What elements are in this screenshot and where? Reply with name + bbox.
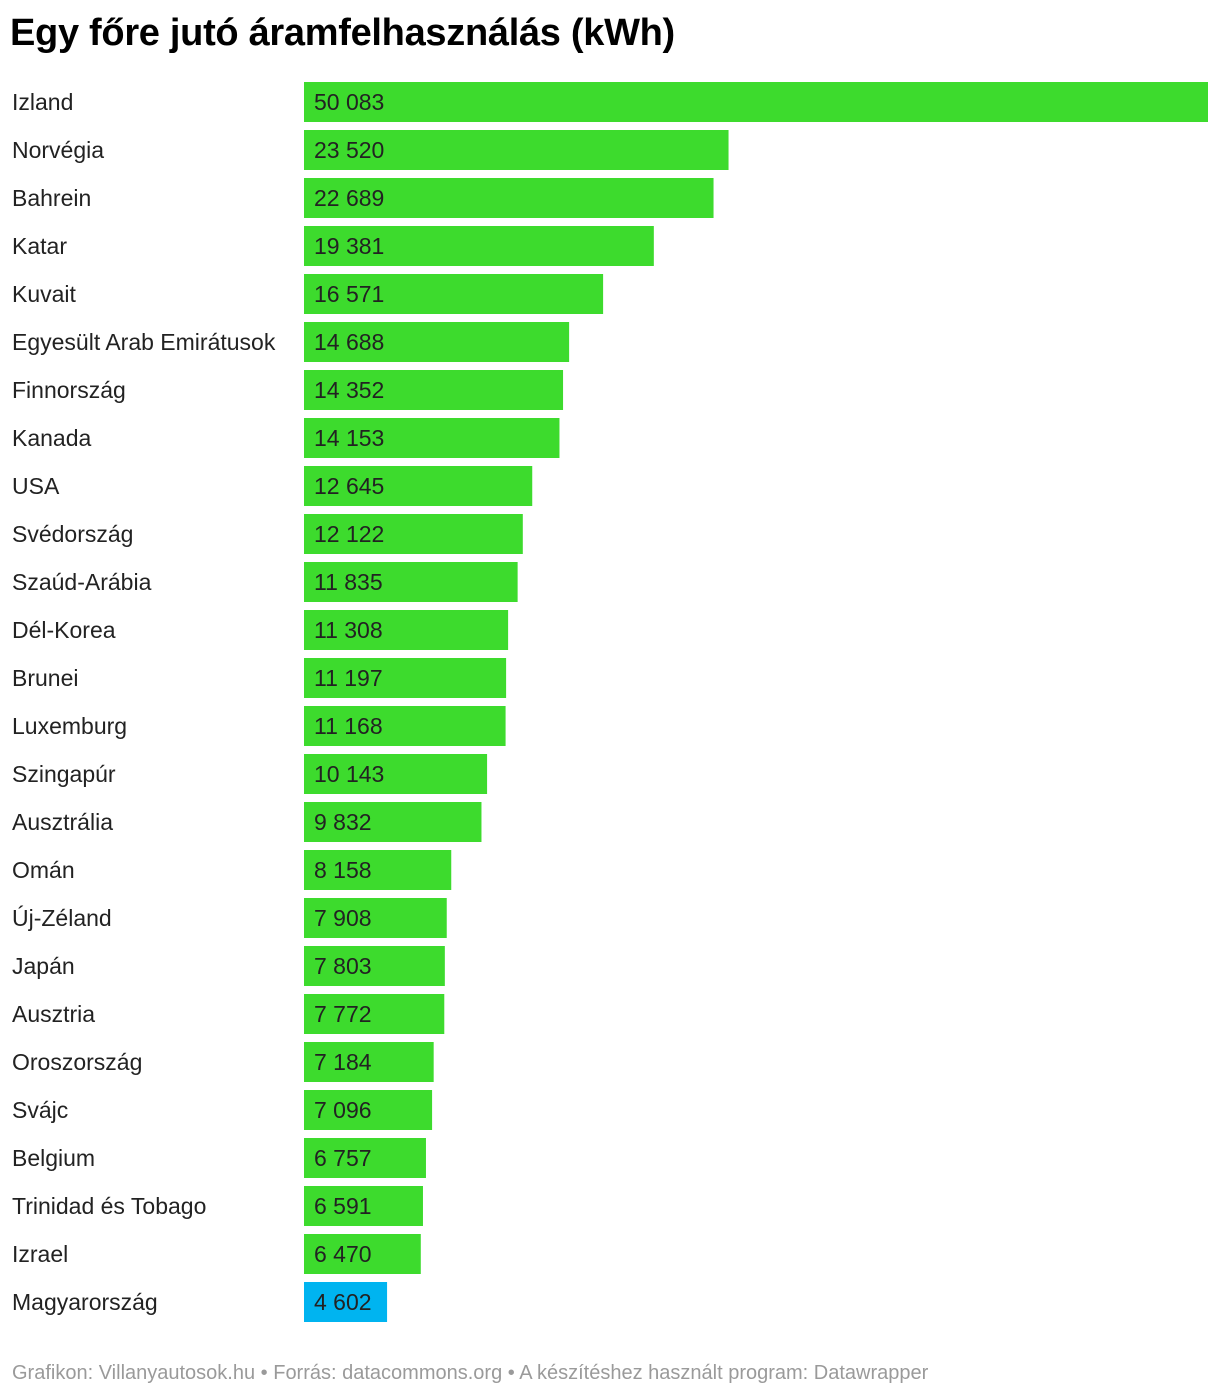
category-label-norvegia: Norvégia xyxy=(12,137,104,163)
category-label-izrael: Izrael xyxy=(12,1241,68,1267)
value-label-svajc: 7 096 xyxy=(314,1097,372,1123)
value-label-ausztralia: 9 832 xyxy=(314,809,372,835)
category-label-bahrein: Bahrein xyxy=(12,185,91,211)
bar-kuvait xyxy=(304,274,604,314)
category-label-finnorszag: Finnország xyxy=(12,377,126,403)
value-label-oroszorszag: 7 184 xyxy=(314,1049,372,1075)
value-label-svedorszag: 12 122 xyxy=(314,521,384,547)
bar-oman xyxy=(304,850,452,890)
value-label-izrael: 6 470 xyxy=(314,1241,372,1267)
bar-magyarorszag xyxy=(304,1282,388,1322)
bar-uj-zeland xyxy=(304,898,447,938)
category-label-oroszorszag: Oroszország xyxy=(12,1049,142,1075)
category-label-uj-zeland: Új-Zéland xyxy=(12,905,112,931)
value-label-katar: 19 381 xyxy=(314,233,384,259)
category-label-del-korea: Dél-Korea xyxy=(12,617,116,643)
bar-norvegia xyxy=(304,130,729,170)
bar-luxemburg xyxy=(304,706,506,746)
category-label-belgium: Belgium xyxy=(12,1145,95,1171)
value-label-oman: 8 158 xyxy=(314,857,372,883)
value-label-egyesult-arab-emiratusok: 14 688 xyxy=(314,329,384,355)
bar-oroszorszag xyxy=(304,1042,434,1082)
bar-svajc xyxy=(304,1090,433,1130)
bar-svedorszag xyxy=(304,514,523,554)
category-label-usa: USA xyxy=(12,473,60,499)
bar-usa xyxy=(304,466,533,506)
category-label-katar: Katar xyxy=(12,233,67,259)
bar-katar xyxy=(304,226,654,266)
bar-szingapur xyxy=(304,754,488,794)
category-label-ausztria: Ausztria xyxy=(12,1001,95,1027)
category-label-japan: Japán xyxy=(12,953,75,979)
category-label-szingapur: Szingapúr xyxy=(12,761,116,787)
category-label-kanada: Kanada xyxy=(12,425,92,451)
category-label-izland: Izland xyxy=(12,89,73,115)
value-label-belgium: 6 757 xyxy=(314,1145,372,1171)
value-label-trinidad-es-tobago: 6 591 xyxy=(314,1193,372,1219)
bar-trinidad-es-tobago xyxy=(304,1186,423,1226)
value-label-izland: 50 083 xyxy=(314,89,384,115)
bar-finnorszag xyxy=(304,370,564,410)
value-label-magyarorszag: 4 602 xyxy=(314,1289,372,1315)
bar-del-korea xyxy=(304,610,509,650)
value-label-szaud-arabia: 11 835 xyxy=(314,569,383,595)
value-label-usa: 12 645 xyxy=(314,473,384,499)
bar-bahrein xyxy=(304,178,714,218)
bar-izland xyxy=(304,82,1208,122)
value-label-del-korea: 11 308 xyxy=(314,617,383,643)
category-label-ausztralia: Ausztrália xyxy=(12,809,113,835)
category-label-magyarorszag: Magyarország xyxy=(12,1289,158,1315)
value-label-bahrein: 22 689 xyxy=(314,185,384,211)
bar-japan xyxy=(304,946,445,986)
bar-belgium xyxy=(304,1138,426,1178)
bar-ausztria xyxy=(304,994,445,1034)
bar-egyesult-arab-emiratusok xyxy=(304,322,570,362)
category-label-brunei: Brunei xyxy=(12,665,78,691)
category-label-svajc: Svájc xyxy=(12,1097,68,1123)
category-label-luxemburg: Luxemburg xyxy=(12,713,127,739)
bar-szaud-arabia xyxy=(304,562,518,602)
value-label-brunei: 11 197 xyxy=(314,665,383,691)
chart-title: Egy főre jutó áramfelhasználás (kWh) xyxy=(10,12,675,54)
category-label-oman: Omán xyxy=(12,857,75,883)
bar-brunei xyxy=(304,658,507,698)
value-label-ausztria: 7 772 xyxy=(314,1001,372,1027)
value-label-kanada: 14 153 xyxy=(314,425,384,451)
bar-ausztralia xyxy=(304,802,482,842)
category-label-szaud-arabia: Szaúd-Arábia xyxy=(12,569,152,595)
value-label-luxemburg: 11 168 xyxy=(314,713,383,739)
value-label-uj-zeland: 7 908 xyxy=(314,905,372,931)
chart-footer: Grafikon: Villanyautosok.hu • Forrás: da… xyxy=(12,1362,929,1384)
category-label-trinidad-es-tobago: Trinidad és Tobago xyxy=(12,1193,206,1219)
bar-izrael xyxy=(304,1234,421,1274)
category-label-egyesult-arab-emiratusok: Egyesült Arab Emirátusok xyxy=(12,329,276,355)
bar-kanada xyxy=(304,418,560,458)
category-label-svedorszag: Svédország xyxy=(12,521,133,547)
category-label-kuvait: Kuvait xyxy=(12,281,77,307)
bar-chart: Izland 50 083 Norvégia 23 520 Bahrein 22 689 K… xyxy=(12,82,1208,1322)
value-label-kuvait: 16 571 xyxy=(314,281,384,307)
value-label-finnorszag: 14 352 xyxy=(314,377,384,403)
value-label-szingapur: 10 143 xyxy=(314,761,384,787)
value-label-norvegia: 23 520 xyxy=(314,137,384,163)
value-label-japan: 7 803 xyxy=(314,953,372,979)
